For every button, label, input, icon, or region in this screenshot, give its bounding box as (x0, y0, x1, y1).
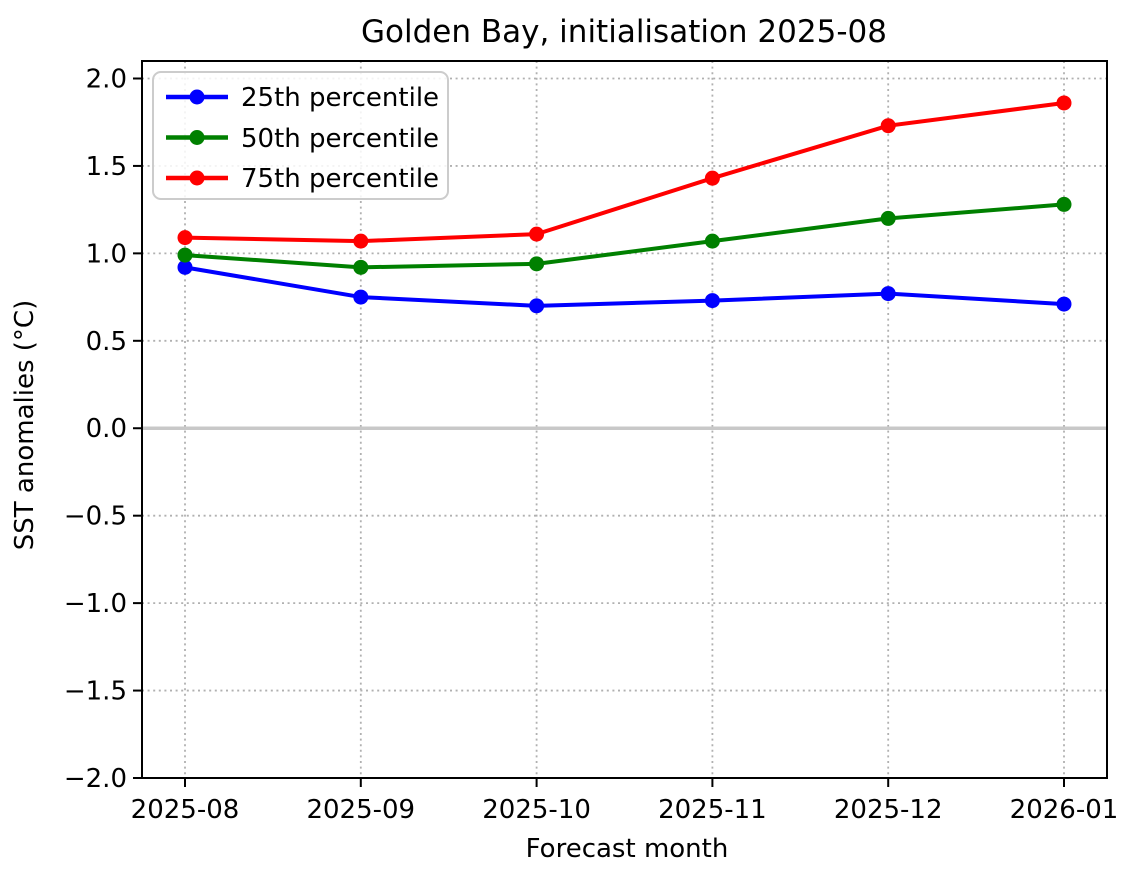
data-point-50th-percentile (880, 210, 896, 226)
data-point-50th-percentile (704, 233, 720, 249)
y-tick-label: −1.5 (64, 677, 127, 707)
x-tick-label: 2025-10 (482, 795, 591, 825)
y-tick-label: 1.0 (86, 239, 127, 269)
y-tick-label: 1.5 (86, 152, 127, 182)
y-tick-label: −2.0 (64, 764, 127, 794)
data-point-25th-percentile (704, 293, 720, 309)
y-tick-label: −1.0 (64, 589, 127, 619)
data-point-50th-percentile (1056, 196, 1072, 212)
plot-area: 2025-08 2025-09 2025-10 2025-11 2025-12 2026-… (64, 61, 1118, 825)
data-point-25th-percentile (880, 286, 896, 302)
data-point-25th-percentile (353, 289, 369, 305)
y-axis-label: SST anomalies (°C) (10, 300, 40, 550)
x-tick-label: 2025-09 (306, 795, 415, 825)
data-point-50th-percentile (353, 259, 369, 275)
y-tick-label: 0.5 (86, 327, 127, 357)
data-point-75th-percentile (704, 170, 720, 186)
x-tick-label: 2025-11 (658, 795, 767, 825)
series-line-50th-percentile (183, 202, 1066, 270)
data-point-50th-percentile (529, 256, 545, 272)
data-point-25th-percentile (529, 298, 545, 314)
data-point-25th-percentile (1056, 296, 1072, 312)
data-point-25th-percentile (177, 259, 193, 275)
legend-marker-icon (189, 130, 205, 145)
x-tick-label: 2026-01 (1010, 795, 1119, 825)
x-tick-label: 2025-08 (131, 795, 240, 825)
series-line-25th-percentile (183, 265, 1066, 308)
data-point-75th-percentile (880, 118, 896, 134)
y-tick-label: −0.5 (64, 502, 127, 532)
data-point-75th-percentile (529, 226, 545, 242)
legend-marker-icon (189, 170, 205, 186)
series-line-75th-percentile (183, 100, 1066, 244)
x-tick-label: 2025-12 (834, 795, 943, 825)
chart-title: Golden Bay, initialisation 2025-08 (361, 14, 887, 50)
legend-box (152, 71, 449, 200)
plot-border (141, 60, 1108, 779)
data-point-75th-percentile (353, 233, 369, 249)
data-point-75th-percentile (1056, 95, 1072, 111)
legend-label: 25th percentile (241, 83, 439, 113)
legend-label: 50th percentile (241, 124, 439, 154)
data-point-75th-percentile (177, 230, 193, 246)
y-tick-label: 0.0 (86, 414, 127, 444)
x-axis-label: Forecast month (526, 834, 729, 864)
y-tick-label: 2.0 (86, 64, 127, 94)
legend-marker-icon (189, 89, 205, 105)
legend-label: 75th percentile (241, 164, 439, 194)
data-point-50th-percentile (177, 247, 193, 263)
legend: 25th percentile 50th percentile 75th per… (152, 71, 449, 200)
